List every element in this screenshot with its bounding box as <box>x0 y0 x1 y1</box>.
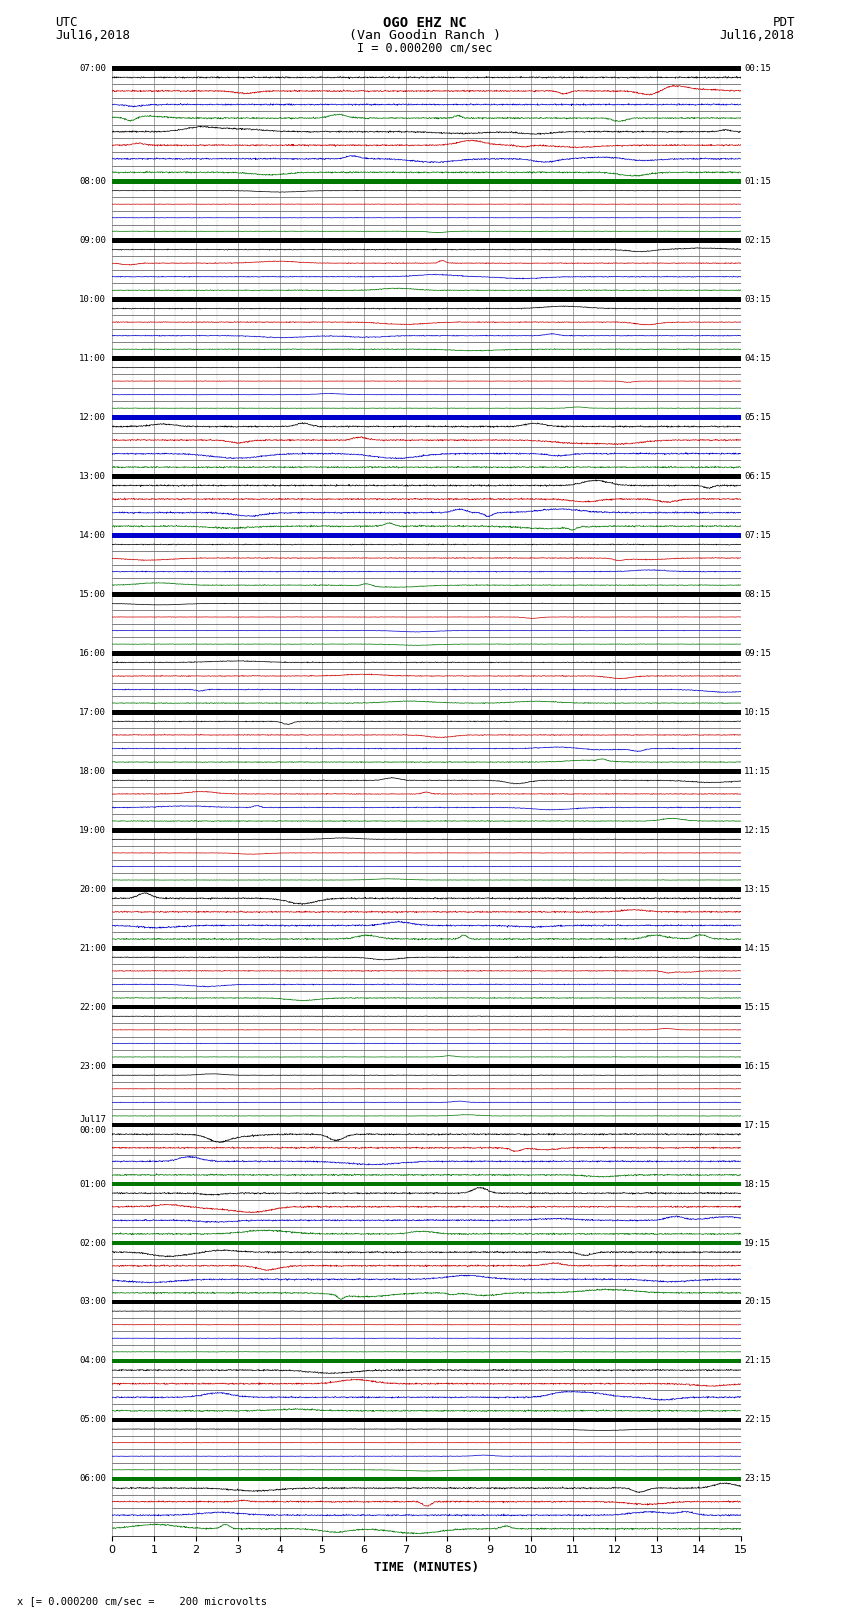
Text: 10:15: 10:15 <box>745 708 771 716</box>
Bar <box>112 1182 741 1187</box>
Bar <box>112 532 741 537</box>
Bar <box>112 1240 741 1245</box>
Text: 20:15: 20:15 <box>745 1297 771 1307</box>
Text: 01:00: 01:00 <box>79 1179 106 1189</box>
Bar <box>112 415 741 419</box>
Text: 19:00: 19:00 <box>79 826 106 834</box>
Text: x [= 0.000200 cm/sec =    200 microvolts: x [= 0.000200 cm/sec = 200 microvolts <box>17 1597 267 1607</box>
Bar <box>112 710 741 715</box>
Bar <box>112 66 741 71</box>
Text: 09:00: 09:00 <box>79 235 106 245</box>
Text: 11:15: 11:15 <box>745 766 771 776</box>
Text: 05:00: 05:00 <box>79 1416 106 1424</box>
Bar <box>112 1063 741 1068</box>
Text: 14:00: 14:00 <box>79 531 106 540</box>
Text: 07:15: 07:15 <box>745 531 771 540</box>
Bar <box>112 474 741 479</box>
Text: 17:00: 17:00 <box>79 708 106 716</box>
Text: PDT: PDT <box>773 16 795 29</box>
Text: 06:15: 06:15 <box>745 473 771 481</box>
Bar <box>112 179 741 184</box>
Text: 06:00: 06:00 <box>79 1474 106 1484</box>
Text: 18:15: 18:15 <box>745 1179 771 1189</box>
Text: 13:00: 13:00 <box>79 473 106 481</box>
Bar <box>112 1476 741 1481</box>
Text: 21:15: 21:15 <box>745 1357 771 1366</box>
Text: 01:15: 01:15 <box>745 177 771 185</box>
X-axis label: TIME (MINUTES): TIME (MINUTES) <box>374 1561 479 1574</box>
Text: 03:00: 03:00 <box>79 1297 106 1307</box>
Bar <box>112 887 741 892</box>
Bar <box>112 239 741 244</box>
Bar <box>112 945 741 950</box>
Text: 00:15: 00:15 <box>745 65 771 73</box>
Text: 02:00: 02:00 <box>79 1239 106 1247</box>
Text: UTC: UTC <box>55 16 77 29</box>
Text: 08:00: 08:00 <box>79 177 106 185</box>
Text: 21:00: 21:00 <box>79 944 106 953</box>
Text: 16:15: 16:15 <box>745 1061 771 1071</box>
Text: 04:15: 04:15 <box>745 353 771 363</box>
Text: 04:00: 04:00 <box>79 1357 106 1366</box>
Bar <box>112 652 741 655</box>
Text: 02:15: 02:15 <box>745 235 771 245</box>
Text: 13:15: 13:15 <box>745 884 771 894</box>
Text: Jul16,2018: Jul16,2018 <box>720 29 795 42</box>
Bar <box>112 827 741 832</box>
Bar <box>112 297 741 302</box>
Text: 22:00: 22:00 <box>79 1003 106 1011</box>
Text: Jul16,2018: Jul16,2018 <box>55 29 130 42</box>
Text: 19:15: 19:15 <box>745 1239 771 1247</box>
Bar <box>112 356 741 361</box>
Text: 15:00: 15:00 <box>79 590 106 598</box>
Text: 07:00: 07:00 <box>79 65 106 73</box>
Text: 22:15: 22:15 <box>745 1416 771 1424</box>
Text: 17:15: 17:15 <box>745 1121 771 1129</box>
Text: 12:00: 12:00 <box>79 413 106 423</box>
Bar <box>112 1418 741 1423</box>
Text: 09:15: 09:15 <box>745 648 771 658</box>
Text: 14:15: 14:15 <box>745 944 771 953</box>
Text: 18:00: 18:00 <box>79 766 106 776</box>
Text: I = 0.000200 cm/sec: I = 0.000200 cm/sec <box>357 42 493 55</box>
Text: 11:00: 11:00 <box>79 353 106 363</box>
Text: 23:00: 23:00 <box>79 1061 106 1071</box>
Text: 03:15: 03:15 <box>745 295 771 303</box>
Text: 15:15: 15:15 <box>745 1003 771 1011</box>
Bar <box>112 769 741 774</box>
Text: 12:15: 12:15 <box>745 826 771 834</box>
Bar <box>112 1005 741 1010</box>
Text: 08:15: 08:15 <box>745 590 771 598</box>
Text: 10:00: 10:00 <box>79 295 106 303</box>
Bar <box>112 1300 741 1305</box>
Bar <box>112 592 741 597</box>
Text: Jul17
00:00: Jul17 00:00 <box>79 1115 106 1136</box>
Bar <box>112 1123 741 1127</box>
Text: (Van Goodin Ranch ): (Van Goodin Ranch ) <box>349 29 501 42</box>
Text: 23:15: 23:15 <box>745 1474 771 1484</box>
Text: 05:15: 05:15 <box>745 413 771 423</box>
Text: 16:00: 16:00 <box>79 648 106 658</box>
Text: 20:00: 20:00 <box>79 884 106 894</box>
Bar <box>112 1358 741 1363</box>
Text: OGO EHZ NC: OGO EHZ NC <box>383 16 467 31</box>
